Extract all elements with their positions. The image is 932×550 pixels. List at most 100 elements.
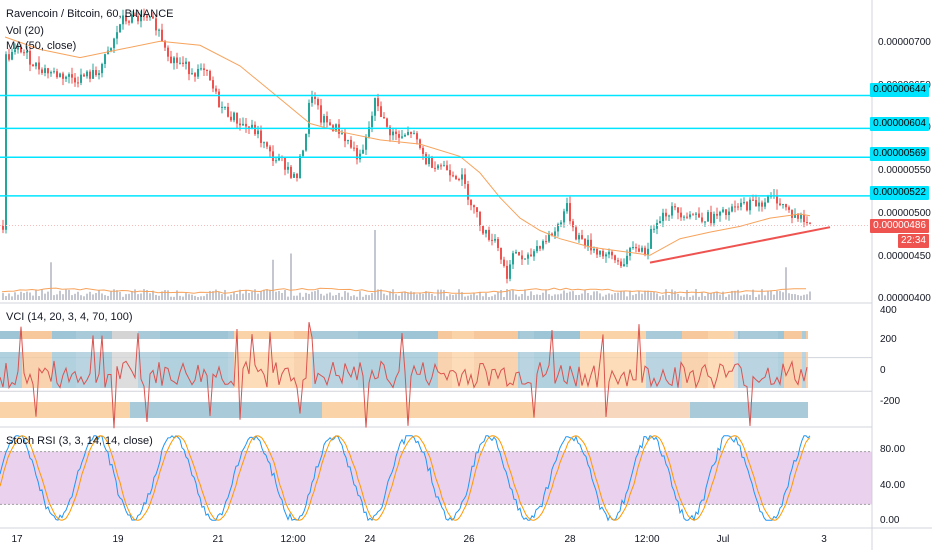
volume-bar <box>461 292 463 300</box>
candle-body <box>755 199 757 207</box>
vci-strip-cell <box>50 331 52 339</box>
candle-body <box>746 202 748 211</box>
vci-strip-cell <box>532 331 534 339</box>
volume-legend[interactable]: Vol (20) <box>6 25 44 37</box>
volume-bar <box>242 293 244 300</box>
vci-band-cell <box>524 352 526 388</box>
level-tag[interactable]: 0.00000644 <box>870 83 929 97</box>
vci-strip-cell <box>546 331 548 339</box>
vci-strip-cell <box>106 331 108 339</box>
vci-strip-cell <box>738 331 740 339</box>
volume-bar <box>170 296 172 300</box>
vci-strip-cell <box>644 331 646 339</box>
volume-bar <box>74 293 76 300</box>
candle-body <box>269 146 271 152</box>
candle-body <box>398 134 400 138</box>
volume-bar <box>11 296 13 300</box>
volume-bar <box>602 296 604 300</box>
vci-band-cell <box>530 352 532 388</box>
vci-band-cell <box>392 352 394 388</box>
candle-body <box>29 50 31 65</box>
candle-body <box>590 239 592 251</box>
vci-band-cell <box>512 352 514 388</box>
vci-strip-cell <box>700 331 702 339</box>
volume-bar <box>125 294 127 300</box>
volume-bar <box>650 292 652 300</box>
volume-bar <box>614 293 616 300</box>
vci-band-cell <box>324 352 326 388</box>
vci-band-cell <box>508 352 510 388</box>
vci-strip-cell <box>290 331 292 339</box>
volume-bar <box>179 295 181 300</box>
vci-band-cell <box>284 352 286 388</box>
stoch-rsi-legend[interactable]: Stoch RSI (3, 3, 14, 14, close) <box>6 435 153 447</box>
vci-band-cell <box>188 352 190 388</box>
vci-strip-cell <box>710 331 712 339</box>
vci-legend[interactable]: VCI (14, 20, 3, 4, 70, 100) <box>6 311 133 323</box>
candle-body <box>605 254 607 257</box>
vci-band-cell <box>216 352 218 388</box>
volume-bar <box>62 294 64 300</box>
volume-bar <box>599 293 601 300</box>
vci-strip-cell <box>652 331 654 339</box>
vci-band-cell <box>104 352 106 388</box>
vci-strip-cell <box>222 331 224 339</box>
candle-body <box>620 261 622 267</box>
vci-strip-cell <box>558 331 560 339</box>
stoch-rsi-pane[interactable] <box>0 435 872 522</box>
horizontal-levels[interactable] <box>0 94 872 227</box>
symbol-legend[interactable]: Ravencoin / Bitcoin, 60, BINANCE <box>6 8 174 20</box>
candle-body <box>689 214 691 218</box>
vci-strip-cell <box>14 331 16 339</box>
volume-bar <box>302 296 304 300</box>
volume-bar <box>290 253 292 300</box>
candle-body <box>293 173 295 178</box>
candle-body <box>758 202 760 207</box>
volume-bar <box>656 293 658 300</box>
vci-strip-cell <box>342 331 344 339</box>
level-tag[interactable]: 0.00000569 <box>870 147 929 161</box>
vci-strip-cell <box>706 331 708 339</box>
candle-body <box>65 76 67 79</box>
vci-band-cell <box>108 352 110 388</box>
vci-band-cell <box>356 352 358 388</box>
vci-strip-cell <box>628 331 630 339</box>
vci-band-cell <box>88 352 90 388</box>
volume-bar <box>206 293 208 300</box>
volume-bar <box>794 294 796 300</box>
candle-body <box>209 71 211 81</box>
vci-pane[interactable] <box>0 322 872 429</box>
level-tag[interactable]: 0.00000522 <box>870 186 929 200</box>
vci-band-cell <box>332 352 334 388</box>
volume-bar <box>704 296 706 300</box>
vci-strip-cell <box>30 331 32 339</box>
candle-body <box>683 216 685 218</box>
volume-ma-line <box>1 287 806 294</box>
candle-body <box>317 99 319 106</box>
vci-band-cell <box>482 352 484 388</box>
ma-legend[interactable]: MA (50, close) <box>6 40 77 52</box>
candle-body <box>314 96 316 100</box>
candle-body <box>305 133 307 151</box>
trend-line <box>649 226 831 264</box>
volume-bar <box>620 290 622 300</box>
vci-band-cell <box>304 352 306 388</box>
volume-bar <box>50 262 52 300</box>
last-price-tag[interactable]: 0.00000486 <box>870 219 929 233</box>
vci-strip-cell <box>58 331 60 339</box>
vci-strip-cell <box>662 331 664 339</box>
vci-strip-cell <box>162 331 164 339</box>
volume-bar <box>473 292 475 300</box>
volume-bar <box>809 291 811 300</box>
volume-bar <box>491 296 493 300</box>
volume-bar <box>326 293 328 300</box>
level-tag[interactable]: 0.00000604 <box>870 117 929 131</box>
vci-strip-cell <box>704 331 706 339</box>
vci-strip-cell <box>766 331 768 339</box>
candle-body <box>680 212 682 218</box>
vci-strip-cell <box>744 331 746 339</box>
price-pane[interactable] <box>2 8 831 284</box>
volume-bar <box>707 293 709 300</box>
vci-band-cell <box>446 352 448 388</box>
